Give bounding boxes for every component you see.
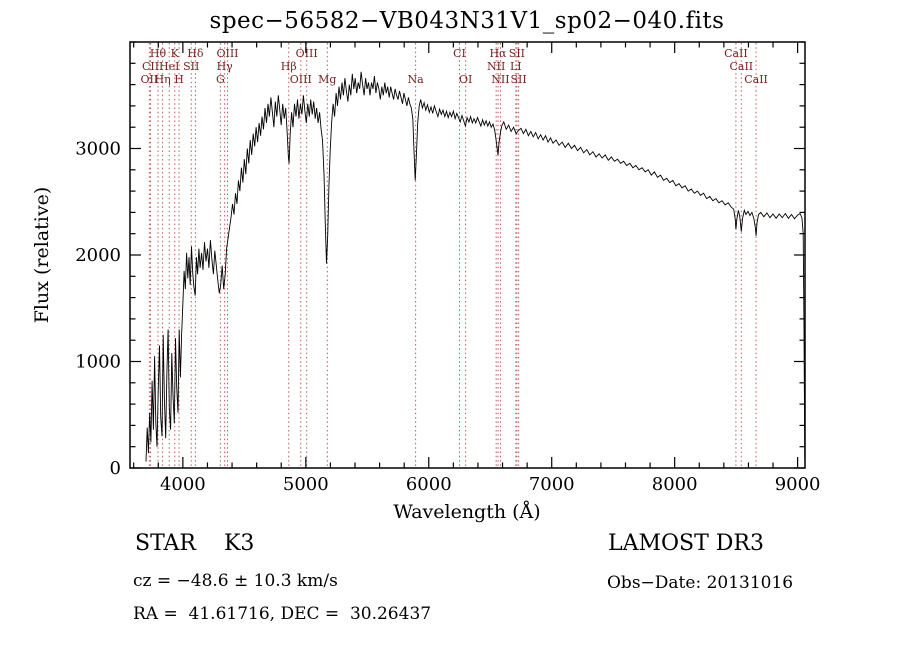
spectral-line-label: LI bbox=[510, 60, 522, 73]
y-tick-label: 0 bbox=[110, 458, 121, 479]
spectral-line-label: SII bbox=[511, 73, 527, 86]
spectral-line-label: H bbox=[174, 73, 184, 86]
y-tick-label: 2000 bbox=[75, 245, 121, 266]
spectral-line-label: Hα bbox=[489, 47, 507, 60]
y-tick-label: 1000 bbox=[75, 352, 121, 373]
spectral-line-label: SII bbox=[509, 47, 525, 60]
spectral-line-label: Na bbox=[408, 73, 425, 86]
x-tick-label: 6000 bbox=[406, 474, 452, 495]
spectral-line-label: CaII bbox=[724, 47, 748, 60]
obs-date-text: Obs−Date: 20131016 bbox=[607, 573, 794, 593]
spectral-line-label: CII bbox=[142, 60, 159, 73]
spectral-line-label: Mg bbox=[318, 73, 336, 86]
spectral-line-label: CaII bbox=[729, 60, 753, 73]
spectral-line-label: Hγ bbox=[217, 60, 234, 73]
radial-velocity-text: cz = −48.6 ± 10.3 km/s bbox=[133, 571, 338, 591]
y-tick-label: 3000 bbox=[75, 139, 121, 160]
plot-title: spec−56582−VB043N31V1_sp02−040.fits bbox=[209, 8, 725, 34]
x-tick-label: 7000 bbox=[529, 474, 575, 495]
spectrum-trace bbox=[145, 71, 805, 462]
spectral-line-label: NII bbox=[491, 73, 509, 86]
x-tick-label: 8000 bbox=[652, 474, 698, 495]
spectral-line-label: Hβ bbox=[281, 60, 297, 73]
x-tick-label: 9000 bbox=[775, 474, 821, 495]
plot-frame bbox=[129, 41, 806, 469]
spectral-line-label: OIII bbox=[216, 47, 238, 60]
spectral-line-label: SII bbox=[183, 60, 199, 73]
spectral-line-label: CaII bbox=[744, 73, 768, 86]
spectral-line-label: CI bbox=[453, 47, 466, 60]
spectral-line-label: OIII bbox=[290, 73, 312, 86]
x-tick-label: 5000 bbox=[283, 474, 329, 495]
x-axis-label: Wavelength (Å) bbox=[393, 501, 541, 523]
spectral-line-label: G bbox=[216, 73, 225, 86]
x-tick-label: 4000 bbox=[160, 474, 206, 495]
spectral-line-label: OI bbox=[459, 73, 472, 86]
spectral-line-label: Hη bbox=[154, 73, 170, 86]
spectral-line-label: Hθ bbox=[150, 47, 167, 60]
spectral-line-label: OII bbox=[140, 73, 158, 86]
survey-release-label: LAMOST DR3 bbox=[608, 531, 764, 556]
object-class-label: STAR K3 bbox=[135, 531, 255, 556]
spectral-line-label: OIII bbox=[296, 47, 318, 60]
spectral-line-label: NII bbox=[487, 60, 505, 73]
spectral-line-label: HeI bbox=[159, 60, 179, 73]
ra-dec-text: RA = 41.61716, DEC = 30.26437 bbox=[133, 604, 432, 624]
spectral-line-label: K bbox=[171, 47, 180, 60]
spectral-line-label: Hδ bbox=[187, 47, 204, 60]
axis-ticks bbox=[130, 41, 805, 469]
